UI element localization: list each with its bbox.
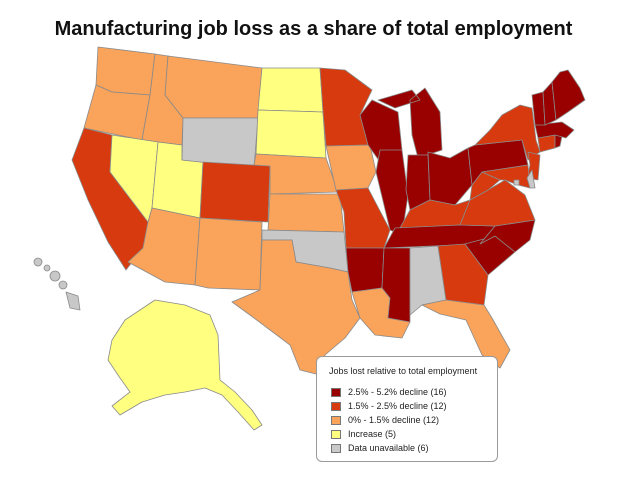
state-ny[interactable] <box>474 104 541 161</box>
legend-swatch <box>331 443 341 453</box>
legend-title: Jobs lost relative to total employment <box>329 366 478 376</box>
map-title: Manufacturing job loss as a share of tot… <box>54 18 573 40</box>
state-va[interactable] <box>459 179 536 227</box>
state-wy[interactable] <box>181 117 259 169</box>
state-mt[interactable] <box>164 55 263 119</box>
map-legend: Jobs lost relative to total employment 2… <box>316 356 498 462</box>
state-me[interactable] <box>551 69 586 121</box>
legend-label: Data unavailable (6) <box>348 443 429 453</box>
legend-swatch <box>331 415 341 425</box>
state-co[interactable] <box>199 161 271 223</box>
legend-item-cat2: 1.5% - 2.5% decline (12) <box>331 400 447 412</box>
state-dc[interactable] <box>513 179 520 186</box>
legend-swatch <box>331 387 341 397</box>
state-mi[interactable] <box>377 87 443 159</box>
state-oh[interactable] <box>427 147 473 206</box>
state-sd[interactable] <box>255 109 327 159</box>
state-fl[interactable] <box>421 299 511 369</box>
state-ia[interactable] <box>325 144 377 191</box>
legend-label: 1.5% - 2.5% decline (12) <box>348 401 447 411</box>
legend-item-cat4: Increase (5) <box>331 428 396 440</box>
state-nd[interactable] <box>257 67 324 113</box>
state-tx[interactable] <box>231 239 361 376</box>
state-hi[interactable] <box>33 257 81 311</box>
legend-item-cat5: Data unavailable (6) <box>331 442 429 454</box>
state-nm[interactable] <box>194 217 263 291</box>
legend-label: 2.5% - 5.2% decline (16) <box>348 387 447 397</box>
state-ga[interactable] <box>437 243 489 306</box>
state-wa[interactable] <box>95 46 156 96</box>
legend-label: Increase (5) <box>348 429 397 439</box>
state-mn[interactable] <box>319 67 373 147</box>
legend-swatch <box>331 401 341 411</box>
state-ak[interactable] <box>107 299 263 431</box>
legend-item-cat1: 2.5% - 5.2% decline (16) <box>331 386 447 398</box>
legend-item-cat3: 0% - 1.5% decline (12) <box>331 414 439 426</box>
legend-swatch <box>331 429 341 439</box>
legend-label: 0% - 1.5% decline (12) <box>348 415 440 425</box>
state-ar[interactable] <box>345 247 385 293</box>
state-ma[interactable] <box>534 121 575 139</box>
state-ks[interactable] <box>267 193 345 233</box>
state-de[interactable] <box>526 169 536 189</box>
